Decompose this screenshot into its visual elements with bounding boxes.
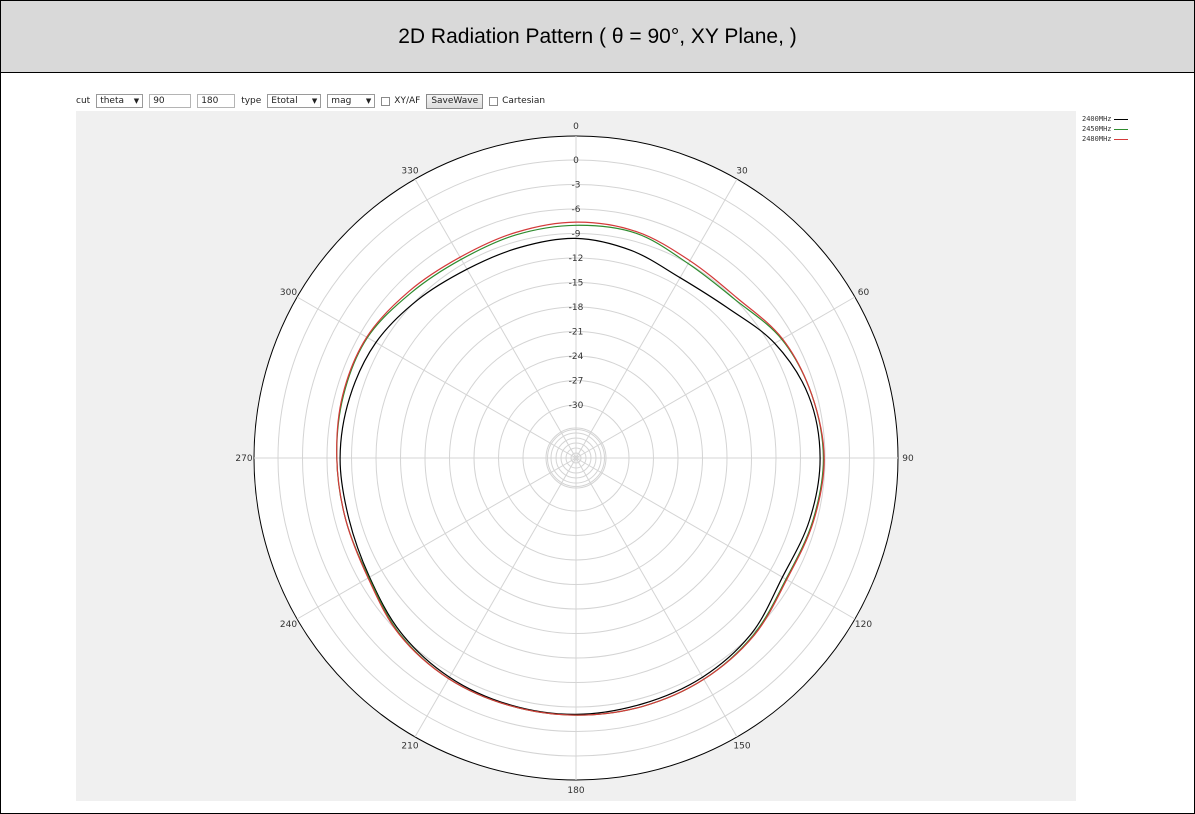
grid-spoke (575, 296, 856, 459)
legend-label: 2400MHz (1082, 115, 1112, 123)
legend-swatch (1113, 118, 1128, 120)
legend-entry: 2450MHz (1082, 124, 1128, 134)
radial-tick-label: -3 (572, 181, 581, 191)
cut-label: cut (76, 96, 91, 106)
radial-tick-label: -30 (569, 401, 584, 411)
pattern-toolbar: cut theta ▼ 90 180 type Etotal ▼ mag ▼ X… (76, 92, 551, 110)
radial-tick-label: -21 (569, 328, 584, 338)
type-select-value: Etotal (271, 96, 298, 106)
mode-select-value: mag (331, 96, 352, 106)
legend-label: 2450MHz (1082, 125, 1112, 133)
legend-swatch (1113, 138, 1128, 140)
legend-swatch (1113, 128, 1128, 130)
angle-tick-label: 180 (567, 786, 584, 796)
angle-tick-label: 0 (573, 122, 579, 132)
chevron-down-icon: ▼ (365, 97, 372, 105)
grid-spoke (575, 178, 738, 459)
radial-tick-label: -15 (569, 279, 584, 289)
angle-tick-label: 240 (280, 620, 297, 630)
angle-tick-label: 270 (235, 454, 252, 464)
xyaf-label: XY/AF (394, 96, 421, 106)
angle-end-input[interactable]: 180 (197, 94, 236, 108)
chevron-down-icon: ▼ (311, 97, 318, 105)
page-title: 2D Radiation Pattern ( θ = 90°, XY Plane… (398, 24, 797, 48)
plot-area: 0 30 60 90 120 150 180 210 240 270 300 330 0 -3 -6 -9 -1… (76, 111, 1076, 801)
angle-tick-label: 30 (736, 166, 748, 176)
angle-tick-label: 210 (401, 742, 418, 752)
chart-legend: 2400MHz 2450MHz 2480MHz (1082, 114, 1128, 144)
polar-chart: 0 30 60 90 120 150 180 210 240 270 300 330 0 -3 -6 -9 -1… (235, 122, 914, 796)
angle-tick-label: 300 (280, 288, 297, 298)
grid-spoke (575, 457, 738, 738)
cut-select[interactable]: theta ▼ (96, 94, 144, 108)
angle-tick-label: 150 (733, 742, 750, 752)
radial-tick-label: -12 (569, 254, 584, 264)
type-select[interactable]: Etotal ▼ (267, 94, 322, 108)
cartesian-checkbox[interactable] (489, 96, 499, 106)
legend-entry: 2400MHz (1082, 114, 1128, 124)
grid-spoke (414, 457, 577, 738)
title-bar: 2D Radiation Pattern ( θ = 90°, XY Plane… (1, 1, 1194, 73)
radial-tick-label: -27 (569, 377, 584, 387)
chevron-down-icon: ▼ (133, 97, 140, 105)
cut-select-value: theta (100, 96, 125, 106)
angle-tick-label: 60 (858, 288, 870, 298)
angle-start-input[interactable]: 90 (149, 94, 192, 108)
angle-tick-label: 90 (902, 454, 914, 464)
type-label: type (241, 96, 262, 106)
grid-spoke (296, 457, 577, 620)
radial-tick-label: 0 (573, 156, 579, 166)
grid-spoke (414, 178, 577, 459)
radial-tick-label: -18 (569, 303, 584, 313)
savewave-button[interactable]: SaveWave (426, 93, 484, 109)
radial-tick-label: -6 (572, 205, 581, 215)
radial-tick-label: -24 (569, 352, 584, 362)
radial-tick-label: -9 (572, 230, 581, 240)
series-line-2400MHz (339, 237, 821, 716)
grid-spoke (296, 296, 577, 459)
xyaf-checkbox[interactable] (381, 96, 391, 106)
legend-entry: 2480MHz (1082, 134, 1128, 144)
angle-tick-label: 120 (855, 620, 872, 630)
legend-label: 2480MHz (1082, 135, 1112, 143)
mode-select[interactable]: mag ▼ (327, 94, 376, 108)
series-line-2480MHz (336, 221, 825, 716)
angle-tick-label: 330 (401, 166, 418, 176)
grid-spoke (575, 457, 856, 620)
cartesian-label: Cartesian (502, 96, 546, 106)
